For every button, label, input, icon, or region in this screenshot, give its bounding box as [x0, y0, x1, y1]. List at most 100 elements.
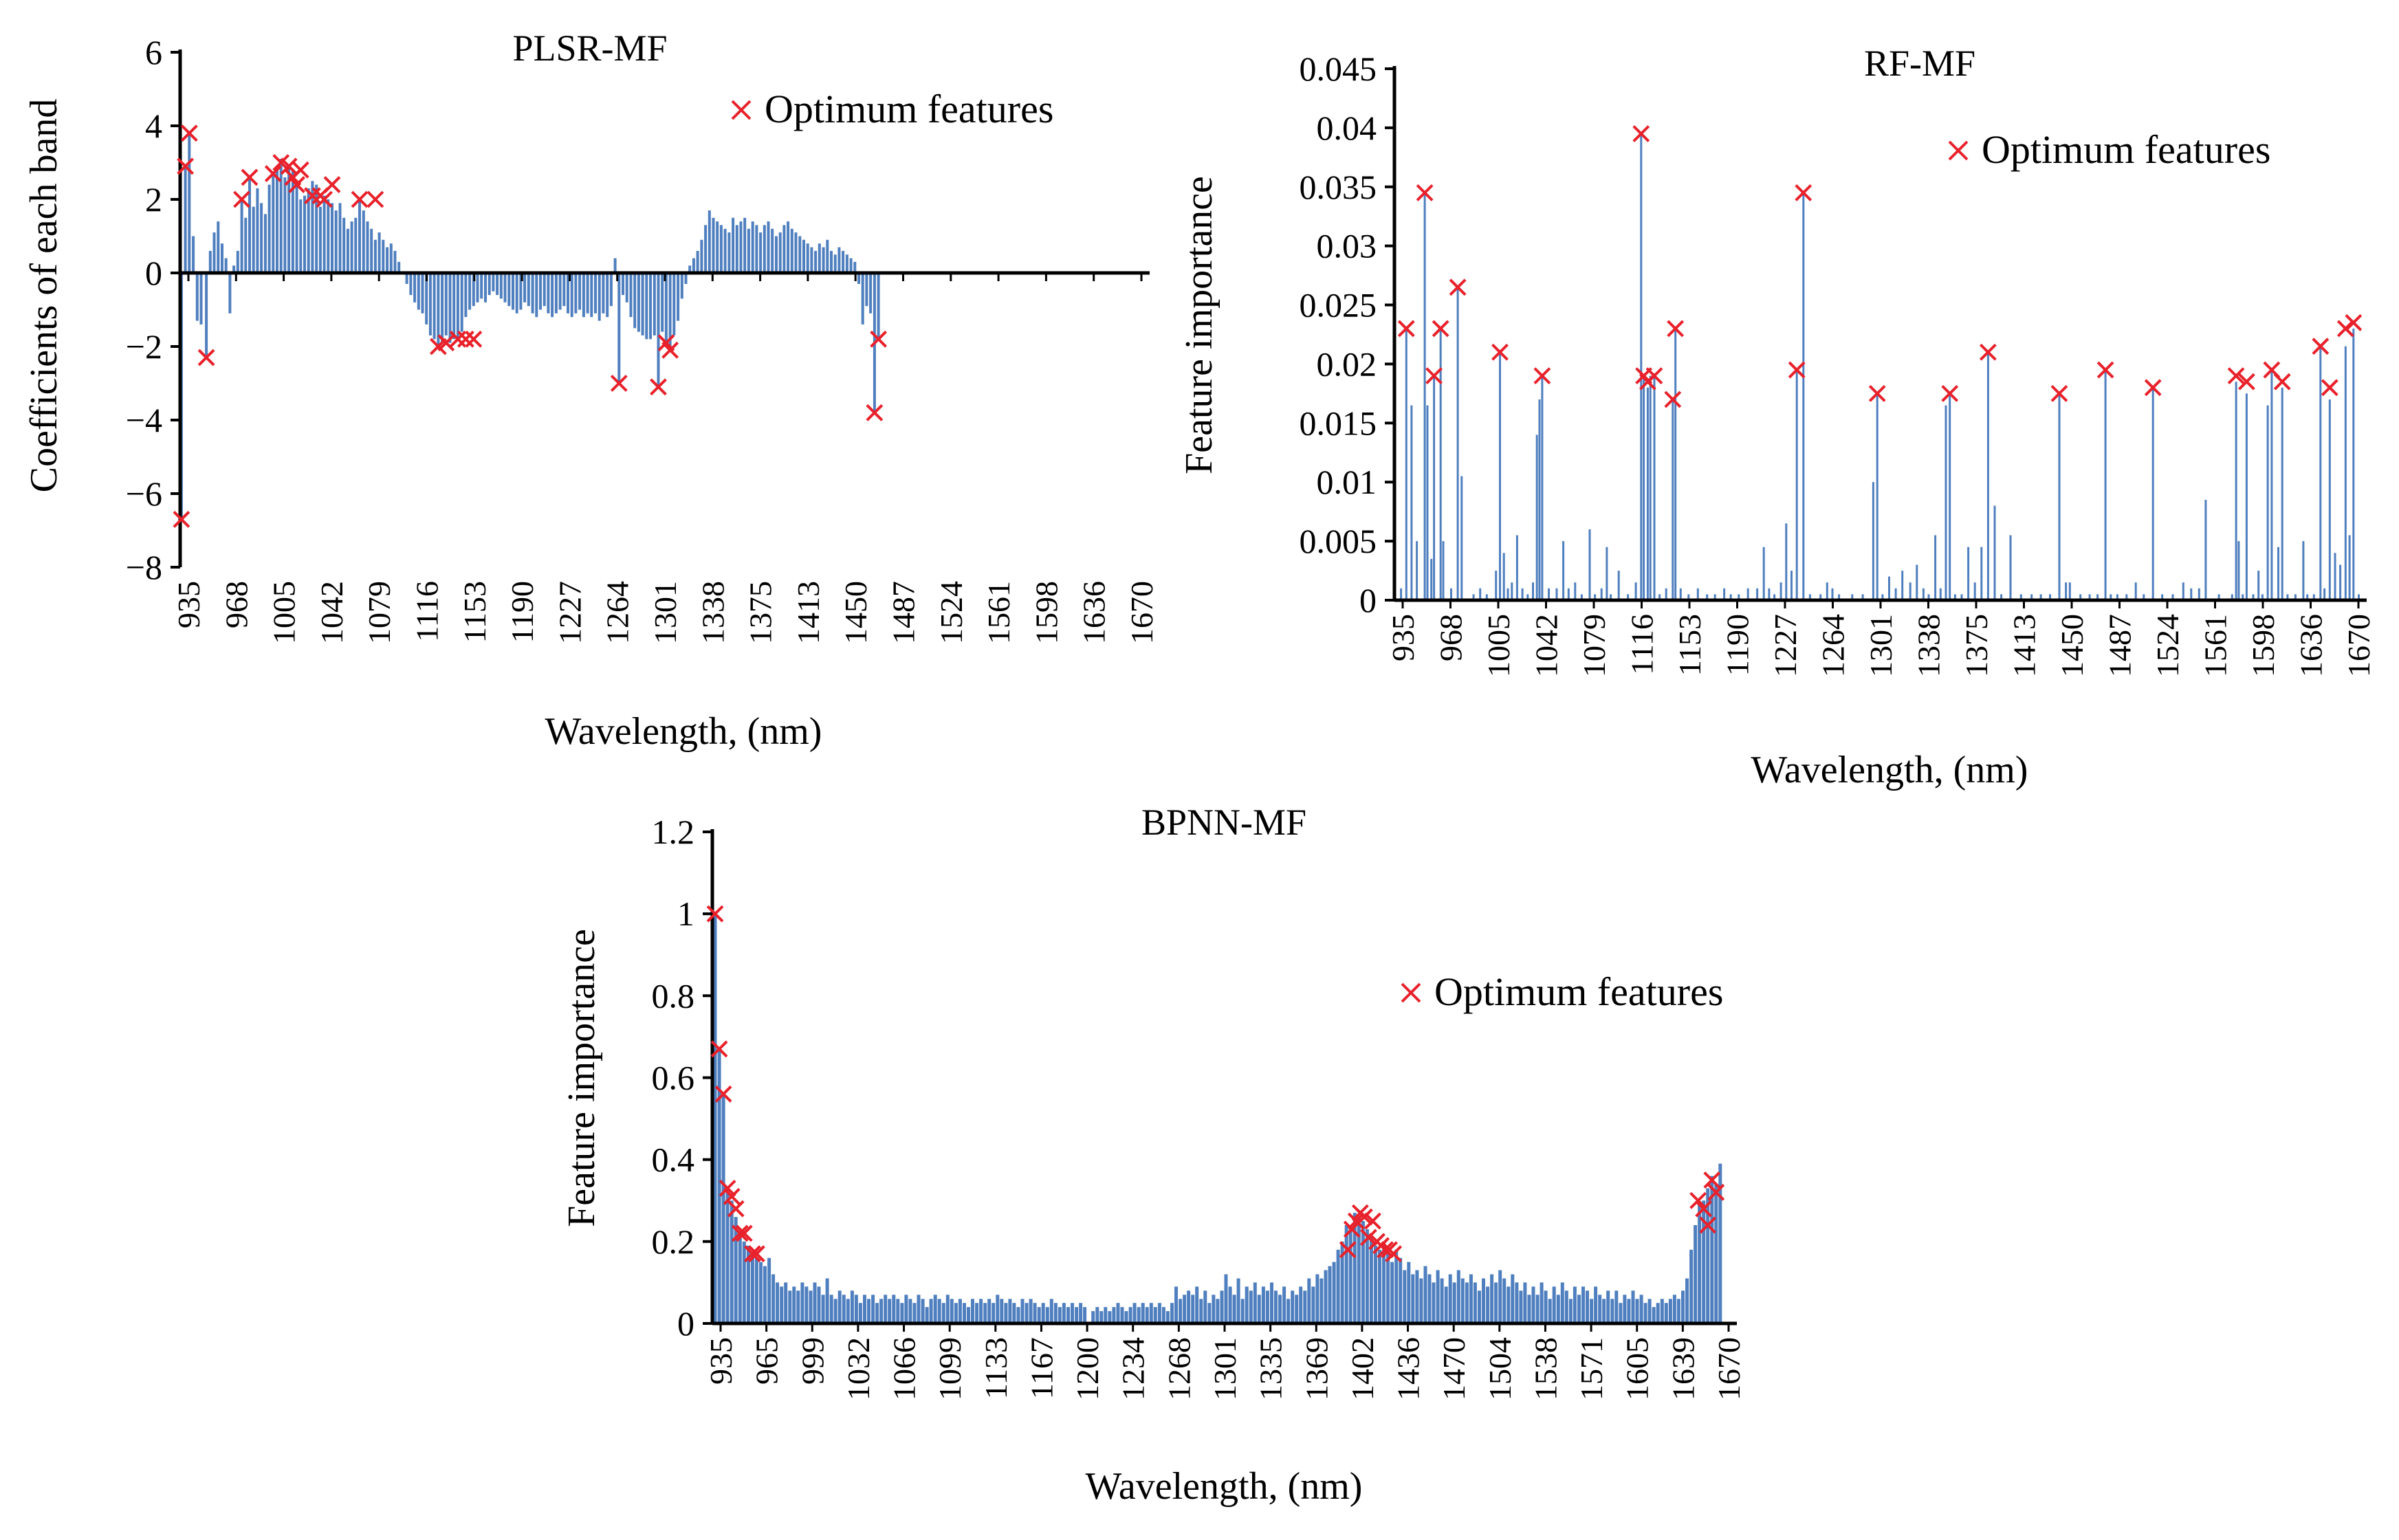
bar [1450, 588, 1452, 600]
optimum-feature-marker [719, 1179, 736, 1197]
bar [221, 243, 223, 273]
bar [1939, 588, 1942, 600]
bar [680, 273, 683, 299]
bar [1507, 588, 1509, 600]
bar [865, 273, 868, 307]
bar [515, 273, 518, 314]
optimum-feature-marker [661, 341, 679, 359]
bar [2323, 588, 2326, 600]
bar [842, 1295, 846, 1323]
bar [1286, 1299, 1291, 1324]
bar [912, 1303, 917, 1323]
bar [1000, 1299, 1004, 1324]
bar [700, 239, 703, 273]
bar [1053, 1303, 1058, 1323]
bar [1161, 1307, 1165, 1323]
bar [629, 273, 633, 318]
bar [845, 254, 848, 273]
optimum-feature-marker [1339, 1241, 1357, 1259]
bar [1099, 1311, 1104, 1323]
bar [888, 1299, 892, 1324]
bar [1128, 1307, 1132, 1323]
bar [1479, 588, 1482, 600]
bar [814, 250, 818, 273]
bar [1653, 375, 1656, 600]
bar [1631, 1290, 1635, 1323]
bar [184, 166, 187, 273]
bar [719, 225, 723, 273]
bar [925, 1307, 929, 1323]
bar [1619, 1303, 1623, 1323]
bar [205, 273, 208, 358]
bar [252, 206, 255, 273]
bar [1762, 547, 1765, 600]
bar [1502, 553, 1505, 600]
optimum-feature-marker [1359, 1229, 1377, 1246]
bar [263, 214, 267, 273]
bar [830, 250, 833, 273]
bar [1426, 405, 1429, 600]
bar [1212, 1295, 1216, 1323]
bar [519, 273, 523, 310]
bar [192, 236, 195, 273]
bar [735, 225, 738, 273]
bar [945, 1295, 950, 1323]
bar [975, 1303, 979, 1323]
bar [958, 1299, 962, 1324]
bar [858, 1303, 862, 1323]
bar [1756, 588, 1759, 600]
optimum-feature-marker [1347, 1212, 1365, 1230]
bar [554, 273, 558, 314]
bar [1685, 1278, 1689, 1323]
bar [2328, 399, 2331, 600]
bar [853, 261, 857, 273]
bar [1556, 1295, 1560, 1323]
bar [933, 1295, 937, 1323]
bar [1319, 1278, 1324, 1323]
bar [1694, 1225, 1698, 1323]
bar [1635, 1299, 1639, 1324]
bar [2339, 564, 2342, 600]
bar [2116, 594, 2118, 600]
bar [1515, 535, 1518, 600]
optimum-feature-marker [280, 157, 298, 175]
bar [1490, 1274, 1494, 1323]
bar [1698, 1204, 1702, 1323]
y-tick-label: −6 [126, 474, 162, 513]
bar [1016, 1307, 1020, 1323]
optimum-feature-marker [323, 176, 341, 194]
bar [1433, 375, 1436, 600]
bar [784, 1282, 788, 1323]
optimum-feature-marker [177, 157, 195, 175]
bar [1560, 1282, 1564, 1323]
bar [937, 1299, 941, 1324]
x-tick-label: 1227 [1768, 614, 1803, 677]
x-tick-label: 1487 [2103, 614, 2138, 677]
bar [1555, 588, 1558, 600]
bar [1515, 1282, 1519, 1323]
bar [717, 1048, 721, 1323]
bar [464, 273, 468, 318]
bar [1075, 1307, 1079, 1323]
x-tick-label: 1375 [743, 581, 778, 644]
bar [633, 273, 637, 329]
bar [1394, 1249, 1399, 1324]
bar [1058, 1307, 1062, 1323]
bar [1045, 1307, 1049, 1323]
bar [2270, 370, 2273, 600]
bar [1614, 1290, 1619, 1323]
bar [350, 221, 353, 273]
bar [1773, 594, 1776, 600]
bar [2065, 582, 2068, 600]
bar [1419, 1278, 1423, 1323]
bar [1802, 192, 1805, 600]
optimum-feature-marker [1667, 320, 1685, 338]
bar [303, 195, 306, 273]
optimum-feature-marker [748, 1245, 765, 1263]
bar [817, 1286, 821, 1323]
bar [322, 195, 326, 273]
x-tick-label: 1264 [1816, 614, 1851, 677]
x-tick-label: 1005 [1481, 614, 1516, 677]
bar [1738, 594, 1740, 600]
